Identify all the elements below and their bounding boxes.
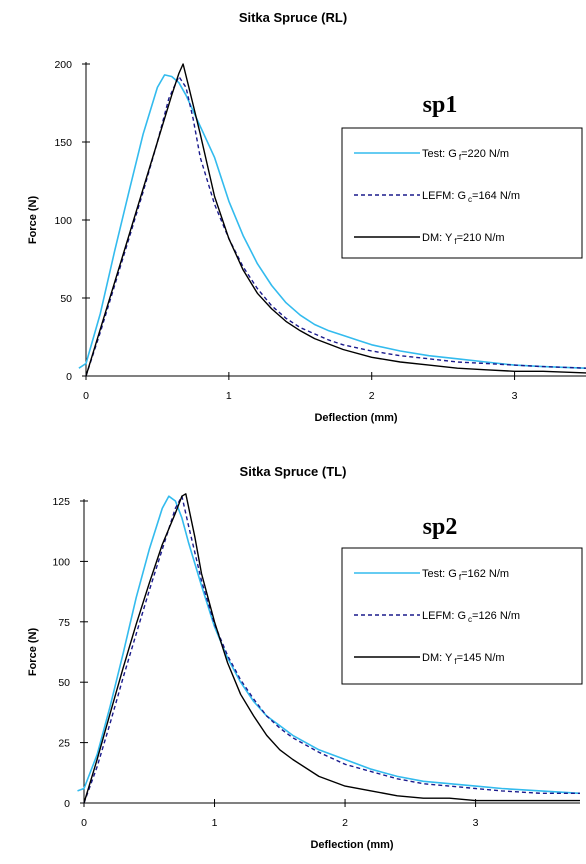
y-tick-label: 100: [54, 215, 72, 227]
y-tick-label: 25: [58, 738, 70, 750]
y-tick-label: 125: [52, 496, 70, 508]
y-tick-label: 50: [60, 293, 72, 305]
x-tick-label: 3: [512, 390, 518, 402]
series-line-dm: [83, 493, 580, 804]
chart-sitka-spruce-rl: Sitka Spruce (RL) 0 50 100 150 200 0 1 2 3 Deflect…: [27, 10, 586, 424]
x-tick-label: 1: [226, 390, 232, 402]
x-axis-label: Deflection (mm): [314, 412, 397, 424]
y-tick-label: 50: [58, 677, 70, 689]
chart-tag: sp1: [423, 92, 458, 118]
series-line-dm: [85, 63, 586, 377]
x-tick-label: 2: [342, 817, 348, 829]
series-line-test: [77, 495, 580, 795]
series-line-test: [78, 74, 586, 369]
y-axis-label: Force (N): [27, 628, 39, 677]
x-tick-label: 2: [369, 390, 375, 402]
chart-title: Sitka Spruce (TL): [240, 464, 347, 479]
series-line-lefm: [83, 495, 580, 804]
y-tick-label: 0: [64, 798, 70, 810]
legend-box: [341, 547, 583, 685]
x-axis-label: Deflection (mm): [310, 839, 393, 851]
x-tick-label: 3: [473, 817, 479, 829]
y-tick-label: 150: [54, 137, 72, 149]
x-tick-label: 0: [83, 390, 89, 402]
x-tick-label: 1: [212, 817, 218, 829]
y-tick-label: 0: [66, 371, 72, 383]
x-tick-label: 0: [81, 817, 87, 829]
chart-tag: sp2: [423, 514, 458, 540]
y-tick-label: 75: [58, 617, 70, 629]
chart-sitka-spruce-tl: Sitka Spruce (TL) 0 25 50 75 100 125 0 1 2 3 Deflec…: [27, 464, 583, 851]
y-tick-label: 200: [54, 59, 72, 71]
y-axis-label: Force (N): [27, 196, 39, 245]
y-tick-label: 100: [52, 556, 70, 568]
chart-title: Sitka Spruce (RL): [239, 10, 347, 25]
